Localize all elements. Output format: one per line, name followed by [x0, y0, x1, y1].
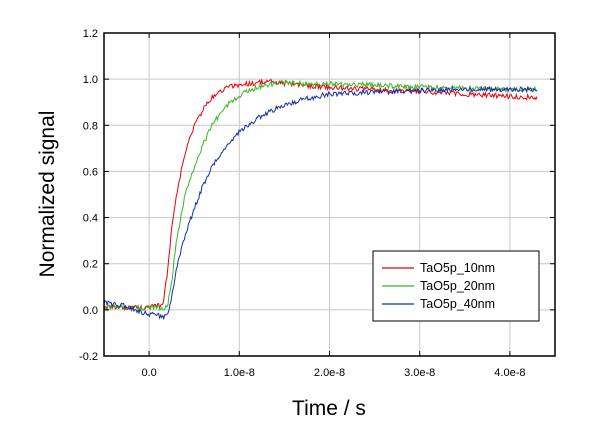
- y-tick-label-4: 0.6: [83, 166, 98, 178]
- x-tick-label-1: 1.0e-8: [224, 367, 255, 379]
- legend-label-TaO5p_10nm: TaO5p_10nm: [420, 261, 495, 275]
- x-tick-label-0: 0.0: [141, 367, 156, 379]
- legend-label-TaO5p_40nm: TaO5p_40nm: [420, 297, 495, 311]
- y-tick-label-0: -0.2: [79, 351, 98, 363]
- y-tick-label-3: 0.4: [83, 213, 98, 225]
- x-axis-title: Time / s: [292, 397, 366, 420]
- y-tick-label-7: 1.2: [83, 28, 98, 40]
- legend-label-TaO5p_20nm: TaO5p_20nm: [420, 279, 495, 293]
- series-line-TaO5p_10nm: [103, 78, 538, 312]
- tick-labels: 0.0 1.0e-8 2.0e-8 3.0e-8 4.0e-8 -0.2 0.0 0.2 0.4…: [79, 28, 525, 379]
- y-tick-label-5: 0.8: [83, 120, 98, 132]
- tick-marks: [104, 32, 555, 357]
- y-tick-label-6: 1.0: [83, 74, 98, 86]
- legend: TaO5p_10nm TaO5p_20nm TaO5p_40nm: [372, 250, 540, 322]
- y-tick-label-1: 0.0: [83, 305, 98, 317]
- grid: [104, 32, 555, 357]
- y-axis-title: Normalized signal: [36, 111, 59, 278]
- x-tick-label-2: 2.0e-8: [314, 367, 345, 379]
- series-lines: [103, 78, 538, 321]
- x-tick-label-4: 4.0e-8: [494, 367, 525, 379]
- y-tick-label-2: 0.2: [83, 259, 98, 271]
- series-line-TaO5p_40nm: [103, 85, 538, 321]
- x-tick-label-3: 3.0e-8: [404, 367, 435, 379]
